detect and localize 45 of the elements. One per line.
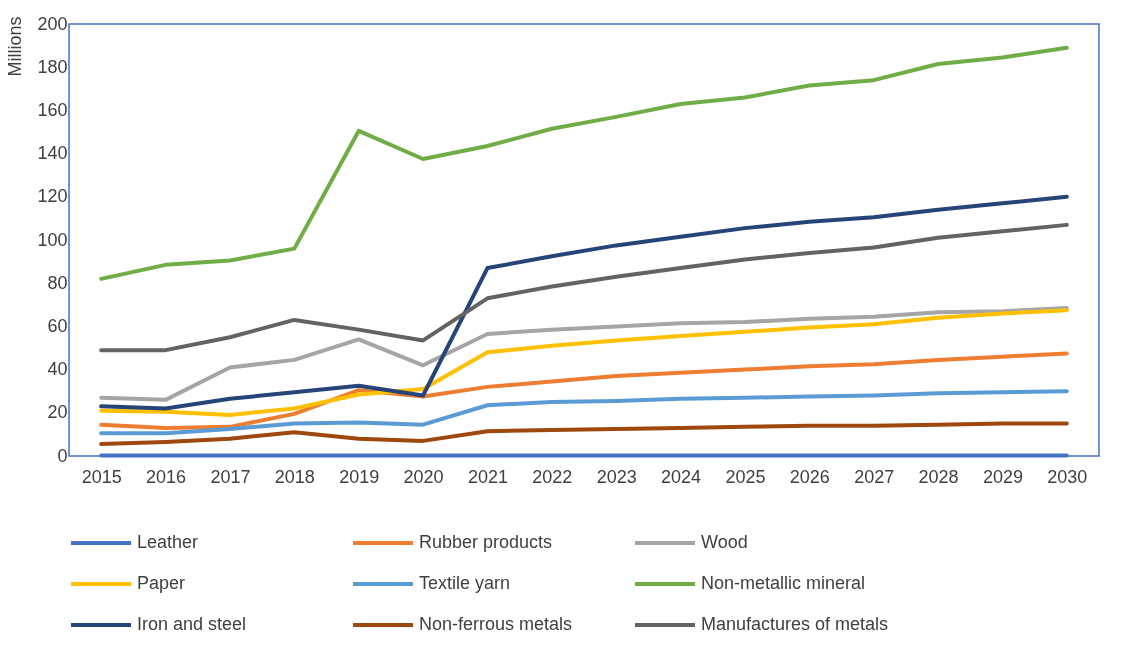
x-tick-label: 2021 — [467, 466, 508, 487]
y-tick-label: 140 — [37, 143, 68, 164]
y-tick-label: 20 — [47, 402, 68, 423]
x-tick-label: 2015 — [81, 466, 122, 487]
y-tick-label: 180 — [37, 56, 68, 77]
x-tick-label: 2028 — [918, 466, 959, 487]
legend-label: Textile yarn — [419, 573, 511, 593]
line-series — [99, 421, 1069, 447]
x-tick-label: 2020 — [403, 466, 444, 487]
line-series — [99, 306, 1069, 402]
line-series — [99, 194, 1069, 411]
y-tick-label: 160 — [37, 99, 68, 120]
legend-label: Rubber products — [419, 532, 553, 552]
legend-label: Non-ferrous metals — [419, 614, 573, 634]
x-tick-label: 2023 — [596, 466, 637, 487]
y-tick-label: 0 — [57, 445, 68, 466]
legend-label: Wood — [701, 532, 748, 552]
x-tick-label: 2022 — [532, 466, 573, 487]
y-tick-label: 60 — [47, 315, 68, 336]
x-tick-label: 2024 — [661, 466, 702, 487]
legend-label: Manufactures of metals — [701, 614, 889, 634]
x-tick-label: 2017 — [210, 466, 251, 487]
x-tick-label: 2019 — [339, 466, 380, 487]
legend-label: Paper — [137, 573, 186, 593]
x-tick-label: 2016 — [146, 466, 187, 487]
legend-label: Leather — [137, 532, 199, 552]
x-tick-label: 2018 — [274, 466, 315, 487]
line-series — [99, 351, 1069, 430]
x-tick-label: 2026 — [789, 466, 830, 487]
y-tick-label: 80 — [47, 272, 68, 293]
y-axis-title: Millions — [4, 16, 25, 77]
legend-label: Non-metallic mineral — [701, 573, 866, 593]
x-tick-label: 2030 — [1047, 466, 1088, 487]
y-tick-label: 40 — [47, 359, 68, 380]
line-series — [99, 45, 1069, 281]
legend-label: Iron and steel — [137, 614, 247, 634]
x-tick-label: 2029 — [982, 466, 1023, 487]
y-tick-label: 100 — [37, 229, 68, 250]
line-series — [99, 222, 1069, 353]
y-tick-label: 120 — [37, 186, 68, 207]
line-series — [99, 308, 1069, 417]
y-tick-label: 200 — [37, 13, 68, 34]
line-series — [99, 389, 1069, 436]
x-tick-label: 2025 — [725, 466, 766, 487]
x-tick-label: 2027 — [854, 466, 895, 487]
